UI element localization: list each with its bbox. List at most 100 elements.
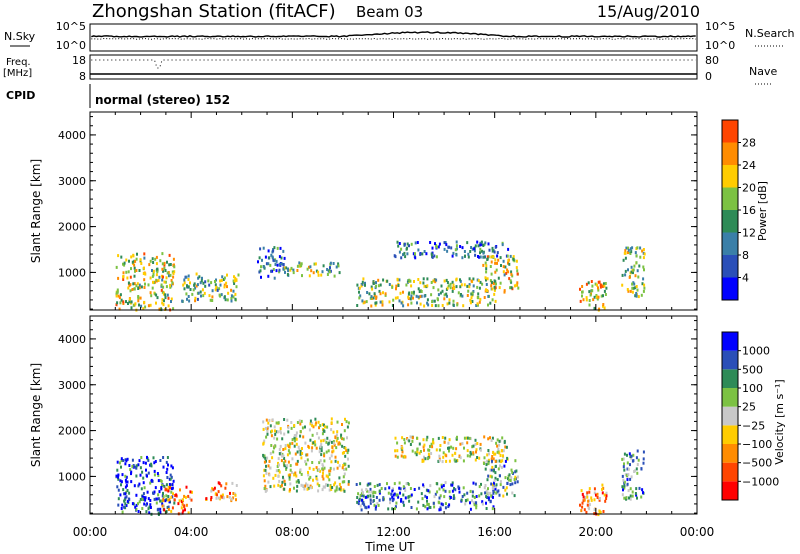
echo-cell bbox=[448, 503, 451, 507]
echo-cell bbox=[494, 299, 497, 303]
echo-cell bbox=[154, 280, 157, 284]
echo-cell bbox=[471, 494, 474, 498]
echo-cell bbox=[120, 483, 122, 487]
echo-cell bbox=[590, 496, 593, 500]
echo-cell bbox=[636, 471, 639, 475]
echo-cell bbox=[269, 466, 272, 470]
echo-cell bbox=[119, 493, 122, 497]
echo-cell bbox=[162, 275, 164, 279]
echo-cell bbox=[491, 280, 493, 284]
echo-cell bbox=[487, 496, 490, 500]
echo-cell bbox=[279, 444, 282, 448]
echo-cell bbox=[329, 269, 332, 273]
echo-cell bbox=[434, 304, 437, 308]
echo-cell bbox=[491, 436, 494, 440]
echo-cell bbox=[445, 454, 448, 458]
echo-cell bbox=[131, 260, 134, 264]
echo-cell bbox=[339, 485, 342, 489]
echo-cell bbox=[507, 270, 510, 274]
echo-cell bbox=[427, 448, 430, 452]
echo-cell bbox=[425, 488, 428, 492]
echo-cell bbox=[623, 468, 626, 472]
echo-cell bbox=[395, 501, 398, 505]
echo-cell bbox=[454, 451, 457, 455]
echo-cell bbox=[498, 459, 501, 463]
echo-cell bbox=[124, 462, 127, 466]
echo-cell bbox=[360, 508, 363, 512]
echo-cell bbox=[499, 474, 501, 478]
echo-region bbox=[621, 449, 645, 501]
echo-cell bbox=[422, 483, 425, 487]
echo-cell bbox=[209, 298, 212, 302]
echo-cell bbox=[290, 471, 293, 474]
echo-cell bbox=[186, 297, 188, 301]
echo-cell bbox=[631, 290, 634, 294]
echo-cell bbox=[475, 504, 478, 507]
echo-cell bbox=[586, 495, 589, 499]
echo-cell bbox=[394, 449, 397, 453]
echo-cell bbox=[270, 444, 273, 447]
echo-cell bbox=[399, 291, 402, 295]
echo-cell bbox=[187, 511, 190, 515]
echo-cell bbox=[394, 255, 397, 259]
echo-cell bbox=[398, 242, 401, 245]
echo-cell bbox=[603, 289, 606, 293]
echo-cell bbox=[135, 474, 138, 478]
echo-cell bbox=[172, 272, 175, 275]
echo-cell bbox=[323, 429, 326, 433]
echo-cell bbox=[443, 297, 446, 301]
echo-cell bbox=[159, 507, 162, 511]
echo-cell bbox=[437, 304, 440, 308]
echo-cell bbox=[161, 267, 164, 271]
echo-cell bbox=[136, 282, 139, 286]
echo-cell bbox=[264, 456, 267, 460]
echo-cell bbox=[125, 480, 128, 484]
echo-cell bbox=[234, 292, 237, 296]
echo-cell bbox=[330, 460, 333, 464]
echo-cell bbox=[139, 296, 142, 300]
echo-cell bbox=[314, 443, 317, 447]
echo-cell bbox=[170, 297, 173, 301]
echo-cell bbox=[504, 265, 507, 269]
echo-cell bbox=[596, 283, 599, 287]
echo-cell bbox=[143, 502, 146, 506]
echo-cell bbox=[340, 435, 342, 439]
echo-cell bbox=[163, 261, 166, 265]
echo-cell bbox=[121, 503, 124, 507]
echo-cell bbox=[362, 277, 365, 281]
echo-cell bbox=[478, 456, 481, 460]
echo-cell bbox=[417, 278, 420, 281]
echo-cell bbox=[289, 473, 292, 477]
echo-cell bbox=[210, 496, 213, 499]
echo-cell bbox=[328, 439, 331, 443]
echo-cell bbox=[347, 464, 350, 468]
echo-cell bbox=[196, 297, 199, 301]
echo-cell bbox=[638, 264, 641, 268]
echo-cell bbox=[230, 294, 233, 298]
echo-cell bbox=[398, 486, 401, 490]
echo-cell bbox=[312, 425, 315, 429]
echo-cell bbox=[322, 471, 324, 475]
echo-cell bbox=[630, 265, 633, 269]
echo-cell bbox=[585, 282, 588, 286]
echo-cell bbox=[268, 459, 271, 463]
echo-cell bbox=[360, 488, 363, 492]
echo-cell bbox=[590, 498, 593, 502]
echo-cell bbox=[117, 488, 120, 492]
echo-cell bbox=[151, 274, 154, 278]
echo-cell bbox=[262, 474, 265, 478]
echo-cell bbox=[359, 294, 362, 298]
echo-cell bbox=[289, 442, 292, 446]
echo-cell bbox=[341, 423, 343, 426]
echo-cell bbox=[317, 270, 320, 274]
echo-cell bbox=[597, 513, 600, 517]
echo-cell bbox=[165, 483, 168, 487]
echo-cell bbox=[474, 501, 477, 505]
beam-label: Beam 03 bbox=[356, 3, 423, 21]
time-tick-label: 20:00 bbox=[579, 525, 614, 539]
echo-cell bbox=[479, 247, 482, 251]
echo-cell bbox=[402, 290, 404, 294]
echo-cell bbox=[431, 304, 434, 307]
echo-cell bbox=[223, 285, 226, 289]
echo-cell bbox=[599, 497, 601, 500]
